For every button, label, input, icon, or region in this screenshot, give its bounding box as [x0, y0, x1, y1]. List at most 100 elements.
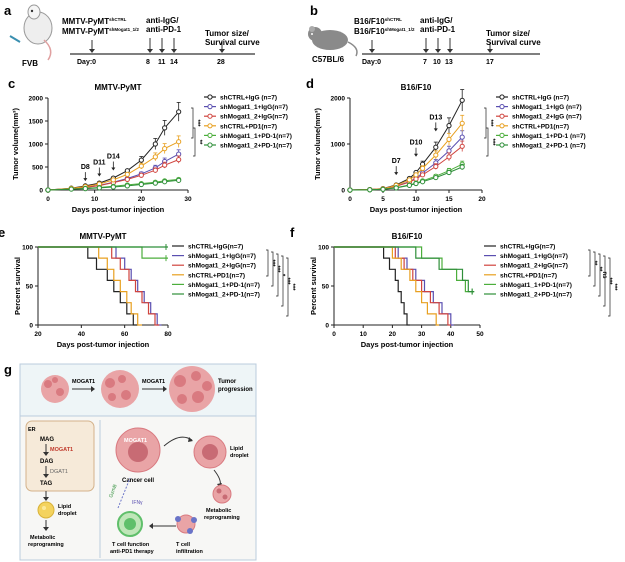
x-tick-label-c: 0 [46, 196, 50, 203]
legend-marker-d [499, 142, 505, 148]
legend-label-c: shMogat1_1+PD-1(n=7) [220, 133, 292, 140]
day-arrowhead-d [414, 153, 418, 157]
x-label-f: Days post-tumor injection [361, 340, 454, 349]
legend-marker-c [207, 113, 213, 119]
x-tick-label-f: 10 [360, 331, 368, 338]
data-point-d-3 [446, 136, 452, 142]
sig-label-f: *** [606, 277, 612, 285]
survival-line-e-3 [38, 246, 142, 326]
data-point-c-5 [45, 187, 51, 193]
droplet-label-2: droplet [230, 453, 249, 459]
timeline-a-day-11: 11 [158, 59, 166, 66]
sig-label-e: *** [289, 283, 295, 291]
mouse-strain-b: C57BL/6 [312, 55, 345, 64]
data-point-d-5 [347, 187, 353, 193]
cancer-cell-label: Cancer cell [122, 478, 154, 484]
y-tick-label-f: 100 [318, 245, 329, 252]
legend-marker-d [499, 113, 505, 119]
legend-label-f: shMogat1_1+PD-1(n=7) [500, 282, 572, 289]
survival-line-e-4 [38, 246, 168, 259]
cancer-cell-icon [115, 427, 161, 473]
sig-bracket-d [486, 127, 489, 157]
data-point-c-3 [176, 139, 182, 145]
legend-marker-c [207, 104, 213, 110]
survival-line-f-3 [334, 246, 440, 326]
x-label-e: Days post-tumor injection [57, 340, 150, 349]
data-point-c-3 [138, 163, 144, 169]
x-tick-label-e: 60 [121, 331, 129, 338]
sig-bracket-f [588, 249, 591, 277]
lipid-cell-icon [193, 435, 227, 469]
x-tick-label-f: 40 [447, 331, 455, 338]
mouse-icon-b [308, 26, 358, 57]
sig-label-e: *** [269, 259, 275, 267]
tumor-line-d-0 [349, 100, 463, 191]
tcell-label-1: T cell function [112, 542, 150, 548]
sig-label-e: * [279, 274, 285, 277]
data-point-c-3 [152, 154, 158, 160]
sig-label-e: *** [274, 265, 280, 273]
data-point-d-3 [459, 120, 465, 126]
outcome-b-2: Survival curve [486, 38, 541, 47]
sig-label-f: ** [596, 267, 602, 272]
mogat1-enzyme: MOGAT1 [50, 447, 73, 453]
legend-label-d: shCTRL+PD1(n=7) [512, 123, 569, 130]
data-point-d-2 [433, 163, 439, 170]
legend-label-d: shMogat1_1+PD-1 (n=7) [512, 133, 586, 140]
sig-bracket-f [593, 251, 596, 287]
legend-marker-c [207, 94, 213, 100]
sig-bracket-f [598, 253, 601, 297]
legend-marker-d [499, 132, 505, 138]
y-tick-label-e: 0 [29, 323, 33, 330]
data-point-d-0 [459, 97, 465, 103]
reprog-label-1: reprograming [28, 542, 64, 548]
data-point-d-2 [420, 172, 426, 178]
reprogrammed-cell-icon [212, 484, 232, 504]
chart-d: d B16/F10 0 5 10 15 20 0 1000 2000 Days post-tumor… [306, 76, 586, 214]
treatment-b-2: anti-PD-1 [420, 25, 456, 34]
data-point-d-3 [420, 165, 426, 171]
legend-label-f: shCTRL+IgG(n=7) [500, 244, 555, 251]
data-point-c-2 [162, 162, 168, 168]
chart-c: c MMTV-PyMT 0 10 20 30 0 500 1000 1500 2000 Days po… [8, 76, 292, 214]
treatment-a: anti-IgG/ [146, 16, 179, 25]
panel-b: b C57BL/6 B16/F10shCTRL B16/F10shMogat1_… [308, 3, 541, 66]
data-point-d-3 [413, 172, 419, 178]
tcell-label-2: anti-PD1 therapy [110, 549, 155, 555]
mogat1-arrow-label-2: MOGAT1 [142, 379, 165, 385]
y-tick-label-c: 2000 [29, 96, 44, 103]
y-tick-label-e: 100 [22, 245, 33, 252]
data-point-d-5 [459, 164, 465, 170]
sig-bracket-d [484, 107, 487, 139]
data-point-c-1 [176, 151, 182, 157]
er-box [25, 420, 95, 492]
ifng-label: IFNγ [132, 500, 143, 506]
x-tick-label-f: 0 [332, 331, 336, 338]
panel-letter-d: d [306, 76, 314, 91]
timeline-a-day-8: 8 [146, 59, 150, 66]
data-point-d-0 [446, 123, 452, 129]
x-tick-label-e: 80 [164, 331, 172, 338]
x-tick-label-e: 40 [78, 331, 86, 338]
y-tick-label-d: 2000 [331, 96, 346, 103]
y-label-c: Tumor volume(mm³) [11, 108, 20, 180]
mogat1-arrow-label-1: MOGAT1 [72, 379, 95, 385]
chart-e: e MMTV-PyMT 20 40 60 80 0 50 100 Days post-tumor … [0, 225, 295, 349]
legend-label-d: shMogat1_1+IgG (n=7) [512, 104, 582, 111]
tumor-small [41, 375, 69, 403]
y-tick-label-c: 1000 [29, 142, 44, 149]
data-point-c-5 [68, 186, 74, 192]
dgat1-enzyme: DGAT1 [50, 469, 68, 475]
y-tick-label-f: 50 [322, 284, 330, 291]
treatment-b: anti-IgG/ [420, 16, 453, 25]
panel-letter-e: e [0, 225, 5, 240]
chart-title-c: MMTV-PyMT [94, 83, 141, 92]
y-tick-label-d: 1000 [331, 142, 346, 149]
dag-label: DAG [40, 459, 54, 465]
tumor-line-c-2 [47, 159, 179, 191]
timeline-b-day-13: 13 [445, 59, 453, 66]
sig-label-f: ns [601, 271, 607, 279]
data-point-c-0 [152, 141, 158, 147]
gzmb-label: GzmB [108, 483, 119, 499]
legend-label-f: shCTRL+PD1(n=7) [500, 272, 557, 279]
